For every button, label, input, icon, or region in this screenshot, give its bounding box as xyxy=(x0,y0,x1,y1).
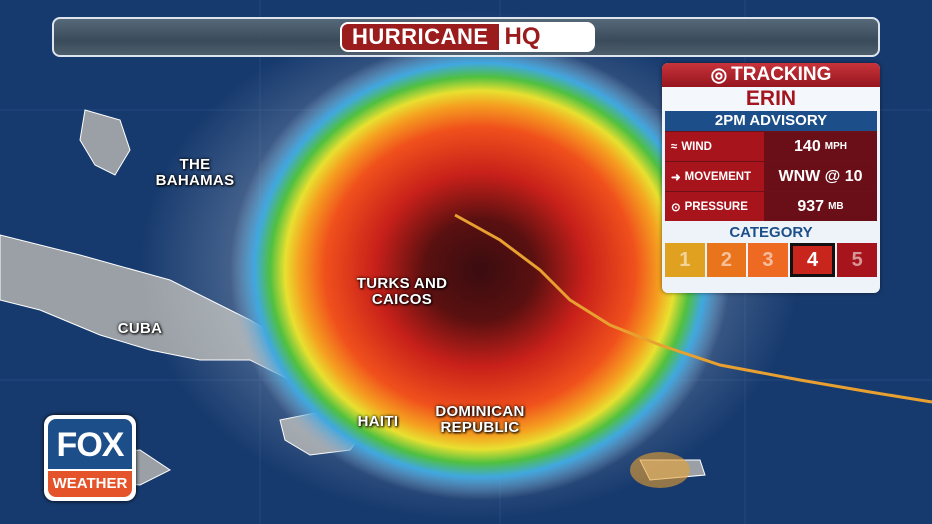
category-5: 5 xyxy=(837,243,877,277)
label-bahamas: THE BAHAMAS xyxy=(155,156,235,189)
hurricane-hq-logo: HURRICANE HQ xyxy=(340,22,595,52)
advisory-label: 2PM ADVISORY xyxy=(665,111,877,131)
arrow-right-icon: ➜ xyxy=(671,171,681,184)
logo-hq-text: HQ xyxy=(504,23,541,50)
stat-label: WIND xyxy=(681,140,712,153)
logo-fox: FOX xyxy=(48,419,132,469)
storm-name: ERIN xyxy=(662,87,880,111)
category-1: 1 xyxy=(665,243,705,277)
label-dominican-republic: DOMINICAN REPUBLIC xyxy=(435,403,525,436)
stat-unit: MPH xyxy=(824,141,847,152)
stat-value: 937 xyxy=(797,197,825,215)
label-haiti: HAITI xyxy=(357,413,399,430)
storm-tracker-panel: ◎ TRACKING ERIN 2PM ADVISORY ≈ WIND 140 MP… xyxy=(662,63,880,293)
stat-label: MOVEMENT xyxy=(684,170,752,183)
wind-icon: ≈ xyxy=(671,140,678,153)
stat-label: PRESSURE xyxy=(684,200,748,213)
rain-band xyxy=(630,452,690,488)
logo-word: HURRICANE xyxy=(342,24,499,50)
category-3: 3 xyxy=(748,243,788,277)
label-cuba: CUBA xyxy=(117,320,163,337)
forecast-track xyxy=(454,213,932,404)
stat-row-wind: ≈ WIND 140 MPH xyxy=(665,131,877,161)
logo-weather: WEATHER xyxy=(48,471,132,497)
category-4: 4 xyxy=(789,243,836,277)
tracking-header: ◎ TRACKING xyxy=(662,63,880,87)
stat-value: WNW @ 10 xyxy=(778,167,863,185)
stat-row-pressure: ⊙ PRESSURE 937 MB xyxy=(665,191,877,221)
label-turks-and-caicos: TURKS AND CAICOS xyxy=(356,275,448,308)
stat-row-movement: ➜ MOVEMENT WNW @ 10 xyxy=(665,161,877,191)
hurricane-radar xyxy=(230,40,730,500)
stat-value: 140 xyxy=(794,137,821,155)
category-2: 2 xyxy=(706,243,747,277)
pressure-icon: ⊙ xyxy=(671,201,681,214)
stat-unit: MB xyxy=(828,201,844,212)
tracking-label: TRACKING xyxy=(731,64,832,85)
logo-hq: HQ xyxy=(505,23,541,51)
fox-weather-logo: FOX WEATHER xyxy=(44,415,136,501)
target-icon: ◎ xyxy=(710,64,728,86)
category-label: CATEGORY xyxy=(729,224,813,241)
